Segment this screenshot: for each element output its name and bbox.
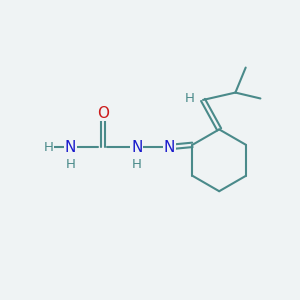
Text: N: N	[65, 140, 76, 154]
Text: N: N	[164, 140, 175, 154]
Text: H: H	[44, 141, 53, 154]
Text: H: H	[185, 92, 195, 105]
Text: H: H	[66, 158, 75, 171]
Text: O: O	[97, 106, 109, 121]
Text: N: N	[131, 140, 142, 154]
Text: H: H	[132, 158, 142, 171]
